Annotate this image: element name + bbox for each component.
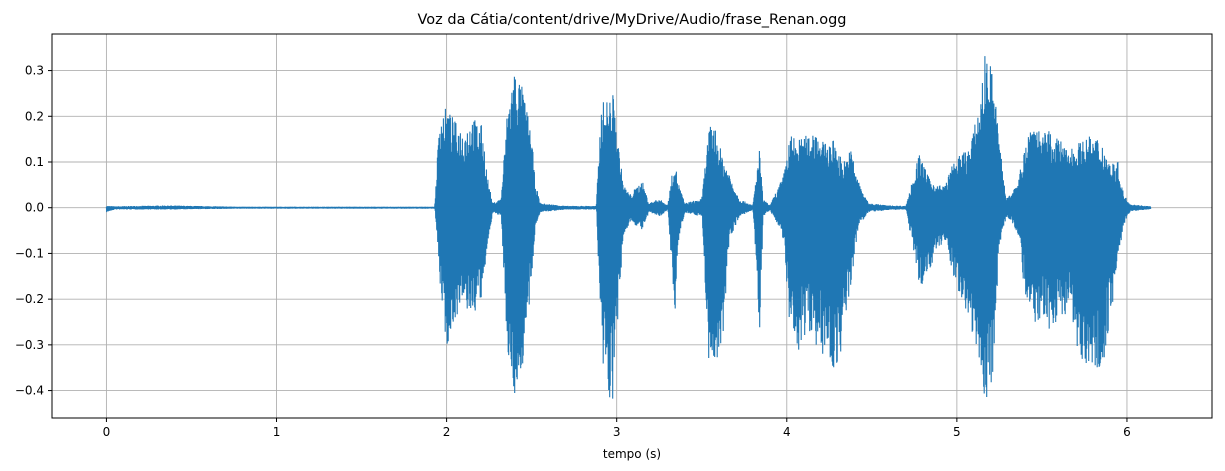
y-tick-label: −0.2 [15, 292, 44, 306]
y-tick-label: 0.0 [25, 201, 44, 215]
x-axis-label: tempo (s) [603, 447, 661, 461]
y-tick-label: −0.3 [15, 338, 44, 352]
axes-frame [51, 33, 1213, 419]
x-tick-label: 3 [613, 425, 621, 439]
y-tick-label: −0.1 [15, 246, 44, 260]
chart-title: Voz da Cátia/content/drive/MyDrive/Audio… [418, 12, 847, 28]
y-tick-label: −0.4 [15, 384, 44, 398]
x-tick-label: 0 [103, 425, 111, 439]
x-tick-label: 4 [783, 425, 791, 439]
x-tick-label: 1 [273, 425, 281, 439]
plot-area [105, 56, 1152, 399]
x-tick-label: 6 [1123, 425, 1131, 439]
x-tick-label: 2 [443, 425, 451, 439]
y-tick-label: 0.3 [25, 64, 44, 78]
axis-ticks: 0 1 2 3 4 5 6 −0.4 −0.3 −0.2 −0.1 0.0 0.1 0.2 0.3 [15, 64, 1131, 439]
y-tick-label: 0.2 [25, 109, 44, 123]
y-tick-label: 0.1 [25, 155, 44, 169]
waveform-series [105, 56, 1152, 399]
x-tick-label: 5 [953, 425, 961, 439]
